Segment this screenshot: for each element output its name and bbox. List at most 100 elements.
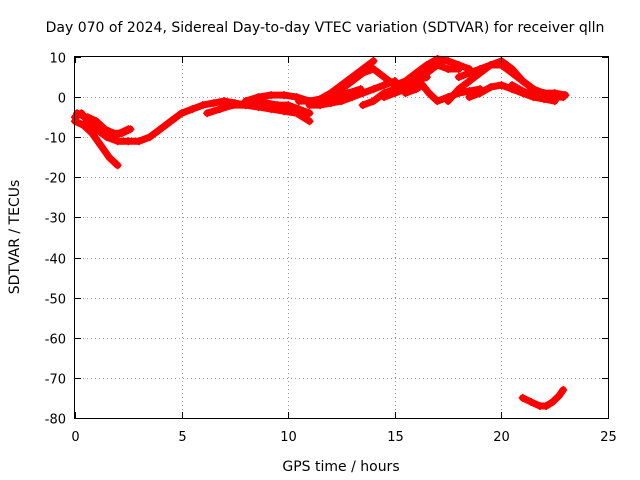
data-point — [220, 97, 229, 106]
data-point — [476, 65, 485, 73]
data-point — [254, 103, 263, 112]
data-point — [166, 117, 175, 126]
grid-layer — [75, 57, 608, 418]
data-point — [412, 77, 421, 86]
y-tick-label: 10 — [49, 52, 66, 67]
data-point — [444, 65, 453, 73]
data-point — [209, 99, 218, 108]
data-point — [337, 85, 346, 94]
data-point — [559, 93, 568, 102]
x-tick-label: 15 — [387, 430, 404, 445]
y-tick-label: -60 — [45, 333, 66, 348]
y-tick-label: 0 — [58, 92, 66, 107]
data-point — [358, 69, 367, 77]
data-point — [267, 91, 276, 100]
x-axis-title: GPS time / hours — [282, 459, 399, 475]
data-point — [358, 89, 367, 98]
data-point — [337, 97, 346, 106]
x-tick-label: 5 — [178, 430, 186, 445]
x-tick-label: 25 — [600, 430, 617, 445]
data-point — [422, 69, 431, 77]
data-point — [241, 97, 250, 106]
data-point — [424, 89, 433, 98]
data-point — [198, 101, 207, 110]
data-point — [529, 91, 538, 100]
data-point — [292, 109, 301, 118]
plot-frame — [74, 56, 609, 419]
data-point — [422, 61, 431, 69]
data-point — [117, 129, 126, 138]
data-point — [550, 93, 559, 102]
y-tick-label: -50 — [45, 293, 66, 308]
data-point — [454, 61, 463, 69]
data-point — [559, 385, 568, 394]
data-point — [369, 57, 378, 65]
data-point — [92, 117, 101, 126]
chart-title: Day 070 of 2024, Sidereal Day-to-day VTE… — [46, 20, 605, 36]
data-point — [305, 117, 314, 126]
data-point — [305, 101, 314, 110]
data-point — [113, 161, 122, 170]
data-point — [418, 81, 427, 90]
data-point — [124, 137, 133, 146]
data-point — [79, 121, 88, 130]
tick-layer: 10 0 -10 -20 -30 -40 -50 -60 -70 -80 0 5 10 15 20 25 — [45, 52, 617, 446]
data-point — [135, 137, 143, 146]
data-point — [401, 77, 410, 86]
y-tick-label: -30 — [45, 212, 66, 227]
data-point — [326, 93, 335, 102]
data-point — [540, 93, 548, 102]
data-point — [305, 109, 314, 118]
data-point — [555, 391, 563, 400]
data-point — [145, 133, 154, 142]
series-track-outlier — [519, 386, 567, 410]
data-point — [188, 105, 197, 114]
data-point — [486, 61, 495, 69]
data-point — [177, 109, 186, 118]
data-point — [369, 65, 378, 73]
data-point — [444, 97, 453, 106]
data-point — [412, 69, 421, 77]
data-point — [113, 137, 122, 146]
data-point — [105, 153, 114, 162]
y-tick-label: -20 — [45, 172, 66, 187]
y-tick-label: -10 — [45, 132, 66, 147]
data-point — [444, 57, 453, 65]
data-point — [88, 129, 97, 138]
data-point — [267, 105, 276, 114]
data-point — [126, 125, 135, 134]
y-tick-label: -70 — [45, 373, 66, 388]
data-point — [486, 83, 495, 92]
data-point — [380, 81, 389, 90]
data-point — [548, 398, 557, 406]
y-tick-label: -40 — [45, 253, 66, 268]
data-point — [508, 81, 517, 90]
data-point — [228, 101, 237, 110]
data-point — [348, 77, 357, 86]
y-axis-title: SDTVAR / TECUs — [7, 180, 23, 295]
data-point — [369, 85, 378, 94]
data-point — [527, 398, 536, 406]
data-point — [412, 85, 421, 94]
data-point — [279, 107, 288, 116]
data-point — [369, 97, 378, 106]
data-point — [380, 73, 389, 82]
data-point — [518, 77, 527, 86]
data-point — [109, 129, 118, 138]
data-point — [156, 125, 165, 134]
data-point — [203, 109, 212, 118]
data-point — [390, 89, 399, 98]
data-point — [380, 93, 389, 102]
data-point — [254, 93, 263, 102]
x-tick-label: 20 — [493, 430, 510, 445]
data-point — [83, 113, 92, 122]
data-point — [390, 81, 399, 90]
data-point — [508, 65, 517, 73]
data-point — [454, 85, 463, 94]
data-layer — [71, 55, 570, 410]
data-point — [465, 69, 474, 77]
data-point — [316, 101, 325, 110]
data-point — [279, 91, 288, 100]
x-tick-label: 10 — [280, 430, 297, 445]
